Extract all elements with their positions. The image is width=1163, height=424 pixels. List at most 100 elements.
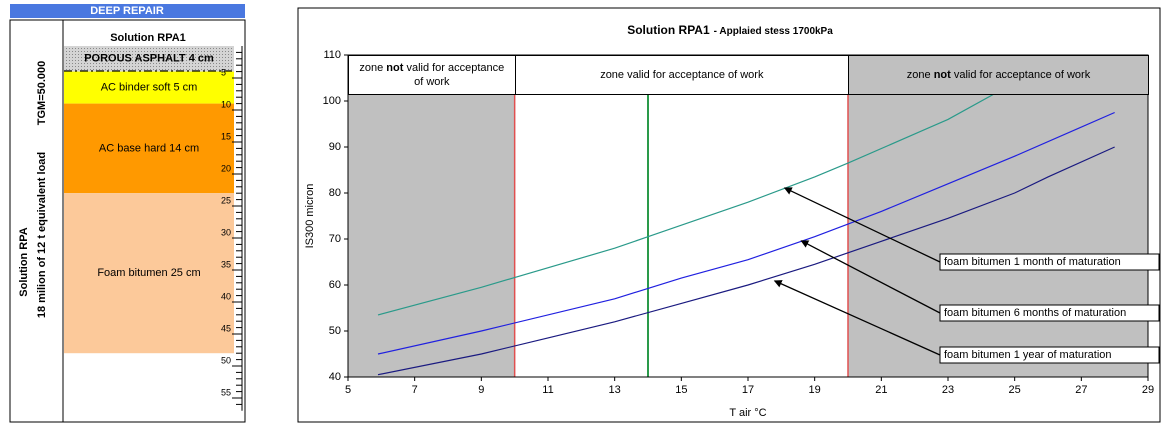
texture-dot [96,60,97,61]
texture-dot [78,69,79,70]
texture-dot [156,60,157,61]
texture-dot [174,63,175,64]
texture-dot [117,51,118,52]
zone-text-part: zone [906,69,934,81]
texture-dot [171,54,172,55]
texture-dot [105,63,106,64]
texture-dot [201,66,202,67]
series-line [377,55,1070,316]
texture-dot [120,51,121,52]
texture-dot [174,60,175,61]
texture-dot [78,63,79,64]
texture-dot [180,51,181,52]
texture-dot [150,48,151,49]
texture-dot [93,63,94,64]
texture-dot [216,51,217,52]
layer-label: AC base hard 14 cm [99,142,199,154]
texture-dot [189,69,190,70]
texture-dot [99,66,100,67]
texture-dot [219,54,220,55]
texture-dot [150,69,151,70]
texture-dot [72,60,73,61]
texture-dot [171,66,172,67]
texture-dot [84,48,85,49]
texture-dot [213,54,214,55]
texture-dot [207,57,208,58]
texture-dot [198,60,199,61]
texture-dot [93,66,94,67]
texture-dot [225,63,226,64]
texture-dot [120,66,121,67]
texture-dot [231,51,232,52]
texture-dot [114,57,115,58]
texture-dot [93,51,94,52]
texture-dot [195,48,196,49]
texture-dot [207,60,208,61]
texture-dot [156,54,157,55]
texture-dot [159,63,160,64]
texture-dot [111,57,112,58]
texture-dot [183,60,184,61]
texture-dot [144,66,145,67]
texture-dot [195,51,196,52]
texture-dot [222,57,223,58]
series-line [377,111,1115,355]
texture-dot [198,69,199,70]
texture-dot [129,54,130,55]
texture-dot [162,48,163,49]
zone-text: zone not valid for acceptance of work [355,61,509,89]
texture-dot [144,48,145,49]
texture-dot [216,60,217,61]
texture-dot [231,48,232,49]
texture-dot [153,66,154,67]
texture-dot [210,54,211,55]
y-tick-label: 110 [323,49,341,61]
ruler-label: 5 [221,67,226,77]
texture-dot [87,57,88,58]
texture-dot [102,57,103,58]
texture-dot [123,57,124,58]
texture-dot [216,69,217,70]
texture-dot [117,57,118,58]
texture-dot [180,66,181,67]
texture-dot [156,63,157,64]
texture-dot [75,60,76,61]
texture-dot [123,66,124,67]
texture-dot [144,57,145,58]
texture-dot [189,66,190,67]
texture-dot [135,51,136,52]
texture-dot [204,66,205,67]
texture-dot [186,66,187,67]
texture-dot [228,66,229,67]
texture-dot [75,54,76,55]
texture-dot [111,66,112,67]
texture-dot [189,63,190,64]
texture-dot [168,60,169,61]
texture-dot [69,57,70,58]
texture-dot [222,48,223,49]
texture-dot [90,60,91,61]
texture-dot [150,51,151,52]
ruler-label: 15 [221,131,231,141]
texture-dot [180,69,181,70]
texture-dot [129,69,130,70]
texture-dot [135,48,136,49]
texture-dot [174,66,175,67]
texture-dot [186,48,187,49]
texture-dot [93,57,94,58]
texture-dot [90,69,91,70]
texture-dot [111,69,112,70]
texture-dot [165,60,166,61]
texture-dot [159,54,160,55]
texture-dot [195,63,196,64]
texture-dot [153,63,154,64]
texture-dot [210,48,211,49]
texture-dot [222,54,223,55]
zone-text-part: not [933,69,951,81]
texture-dot [129,57,130,58]
texture-dot [171,48,172,49]
texture-dot [144,51,145,52]
zone-background [848,55,1148,377]
texture-dot [78,66,79,67]
